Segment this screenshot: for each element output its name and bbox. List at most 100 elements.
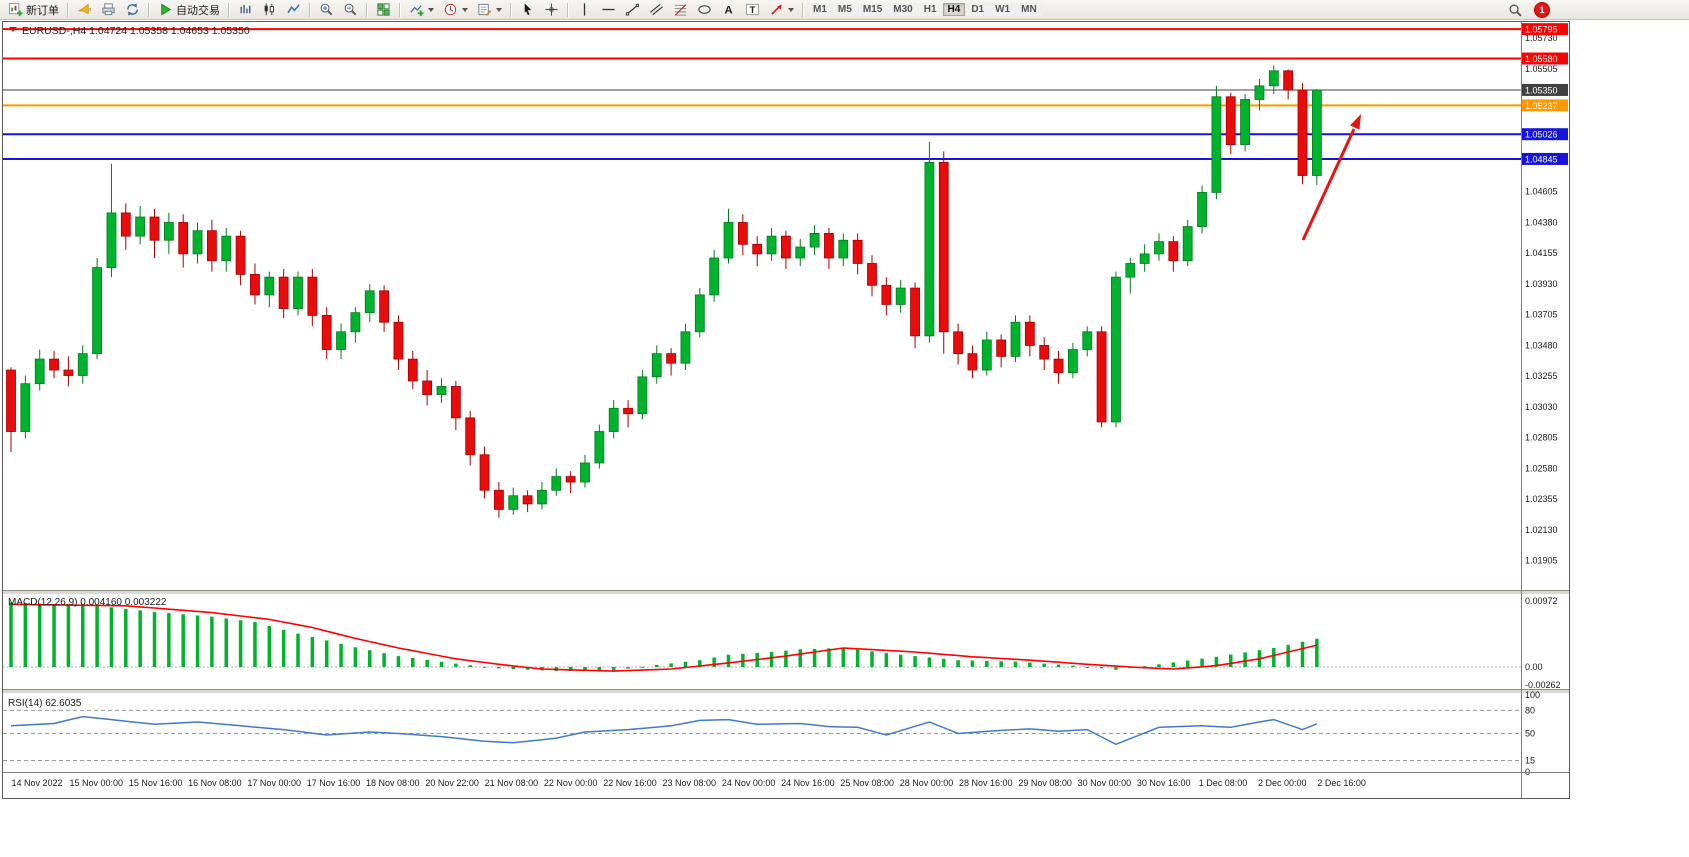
- svg-text:25 Nov 08:00: 25 Nov 08:00: [840, 778, 894, 788]
- svg-text:23 Nov 08:00: 23 Nov 08:00: [663, 778, 717, 788]
- clock-icon: [443, 2, 458, 17]
- zoom-out-icon: [343, 2, 358, 17]
- svg-text:100: 100: [1525, 690, 1540, 700]
- new-order-label: 新订单: [26, 4, 59, 17]
- price-badge-1.05795: 1.05795: [1522, 23, 1568, 36]
- toolbar-separator: [510, 2, 512, 17]
- zoom-out-button[interactable]: [339, 1, 362, 18]
- toolbar-separator: [67, 2, 69, 17]
- svg-text:1.04155: 1.04155: [1525, 248, 1558, 258]
- timeframe-h4-button[interactable]: H4: [942, 3, 966, 16]
- svg-text:80: 80: [1525, 705, 1535, 715]
- timeframe-d1-button[interactable]: D1: [966, 3, 990, 16]
- svg-text:1.02580: 1.02580: [1525, 463, 1558, 473]
- refresh-icon: [125, 2, 140, 17]
- timeframe-m5-button[interactable]: M5: [832, 3, 857, 16]
- chevron-down-icon: [496, 7, 502, 12]
- candlestick-chart-icon: [262, 2, 277, 17]
- arrows-tool-button[interactable]: [765, 1, 798, 18]
- bar-chart-button[interactable]: [234, 1, 257, 18]
- svg-text:0.00: 0.00: [1525, 662, 1543, 672]
- tile-windows-button[interactable]: [372, 1, 395, 18]
- horizontal-line-button[interactable]: [597, 1, 620, 18]
- toolbar-separator: [148, 2, 150, 17]
- time-axis[interactable]: 14 Nov 2022 15 Nov 00:00 15 Nov 16:00 16 No…: [3, 772, 1569, 789]
- toolbar-separator: [802, 2, 804, 17]
- channel-icon: [649, 2, 664, 17]
- svg-text:15 Nov 00:00: 15 Nov 00:00: [70, 778, 124, 788]
- svg-text:1.05026: 1.05026: [1525, 130, 1558, 140]
- symbol-marker-icon: [9, 27, 17, 32]
- print-button[interactable]: [97, 1, 120, 18]
- chart-header: EURUSD-,H4 1.04724 1.05358 1.04653 1.053…: [9, 25, 250, 37]
- shapes-icon: [697, 2, 712, 17]
- price-badge-1.05580: 1.05580: [1522, 52, 1568, 65]
- svg-text:1.01905: 1.01905: [1525, 556, 1558, 566]
- cursor-button[interactable]: [516, 1, 539, 18]
- svg-text:22 Nov 16:00: 22 Nov 16:00: [603, 778, 657, 788]
- candles-layer: [6, 65, 1322, 518]
- text-button[interactable]: A: [717, 1, 740, 18]
- print-icon: [101, 2, 116, 17]
- indicators-button[interactable]: [405, 1, 438, 18]
- announcement-button[interactable]: [73, 1, 96, 18]
- svg-text:1.03930: 1.03930: [1525, 279, 1558, 289]
- panel-divider[interactable]: [3, 590, 1569, 594]
- timeframe-w1-button[interactable]: W1: [990, 3, 1016, 16]
- zoom-in-button[interactable]: [315, 1, 338, 18]
- price-chart-svg[interactable]: 1.05730 1.05505 1.04605 1.04380 1.04155 1.039…: [3, 22, 1569, 798]
- trend-arrow[interactable]: [1301, 114, 1361, 241]
- toolbar-separator: [366, 2, 368, 17]
- timeframe-h1-button[interactable]: H1: [918, 3, 942, 16]
- line-chart-button[interactable]: [282, 1, 305, 18]
- svg-text:A: A: [724, 5, 732, 17]
- timeframe-m1-button[interactable]: M1: [808, 3, 832, 16]
- svg-text:30 Nov 16:00: 30 Nov 16:00: [1137, 778, 1191, 788]
- crosshair-icon: [544, 2, 559, 17]
- vertical-line-button[interactable]: [573, 1, 596, 18]
- timeframe-m30-button[interactable]: M30: [888, 3, 918, 16]
- fibonacci-icon: [673, 2, 688, 17]
- svg-text:1.03480: 1.03480: [1525, 340, 1558, 350]
- ohlc-header: EURUSD-,H4 1.04724 1.05358 1.04653 1.053…: [22, 25, 250, 37]
- svg-text:15: 15: [1525, 755, 1535, 765]
- shapes-button[interactable]: [693, 1, 716, 18]
- svg-text:1.03030: 1.03030: [1525, 402, 1558, 412]
- svg-text:1.04380: 1.04380: [1525, 217, 1558, 227]
- svg-text:-0.00262: -0.00262: [1525, 680, 1561, 690]
- trendline-icon: [625, 2, 640, 17]
- arrow-tool-icon: [769, 2, 784, 17]
- svg-text:30 Nov 00:00: 30 Nov 00:00: [1078, 778, 1132, 788]
- svg-text:1.05237: 1.05237: [1525, 101, 1558, 111]
- channel-button[interactable]: [645, 1, 668, 18]
- templates-button[interactable]: [473, 1, 506, 18]
- macd-header: MACD(12,26,9) 0.004160 0.003222: [8, 597, 167, 608]
- periodicity-button[interactable]: [439, 1, 472, 18]
- timeframe-m15-button[interactable]: M15: [857, 3, 888, 16]
- chevron-down-icon: [462, 7, 468, 12]
- chart-area[interactable]: 1.05730 1.05505 1.04605 1.04380 1.04155 1.039…: [2, 21, 1570, 799]
- macd-signal-line: [10, 603, 1318, 672]
- crosshair-button[interactable]: [540, 1, 563, 18]
- panel-divider[interactable]: [3, 689, 1569, 693]
- fibonacci-button[interactable]: [669, 1, 692, 18]
- cursor-icon: [520, 2, 535, 17]
- svg-text:28 Nov 00:00: 28 Nov 00:00: [900, 778, 954, 788]
- timeframe-mn-button[interactable]: MN: [1016, 3, 1042, 16]
- auto-trading-button[interactable]: 自动交易: [154, 1, 224, 18]
- svg-text:20 Nov 22:00: 20 Nov 22:00: [425, 778, 479, 788]
- refresh-button[interactable]: [121, 1, 144, 18]
- new-order-button[interactable]: 新订单: [4, 1, 63, 18]
- notification-badge[interactable]: 1: [1534, 2, 1550, 18]
- svg-text:18 Nov 08:00: 18 Nov 08:00: [366, 778, 420, 788]
- main-toolbar: 新订单: [0, 0, 1689, 20]
- horizontal-lines-layer[interactable]: [3, 28, 1521, 160]
- svg-text:2 Dec 00:00: 2 Dec 00:00: [1258, 778, 1307, 788]
- candlestick-chart-button[interactable]: [258, 1, 281, 18]
- chevron-down-icon: [788, 7, 794, 12]
- trendline-button[interactable]: [621, 1, 644, 18]
- svg-text:0.00972: 0.00972: [1525, 596, 1558, 606]
- text-label-button[interactable]: T: [741, 1, 764, 18]
- price-axis[interactable]: 1.05730 1.05505 1.04605 1.04380 1.04155 1.039…: [1521, 22, 1569, 798]
- search-icon[interactable]: [1508, 3, 1523, 18]
